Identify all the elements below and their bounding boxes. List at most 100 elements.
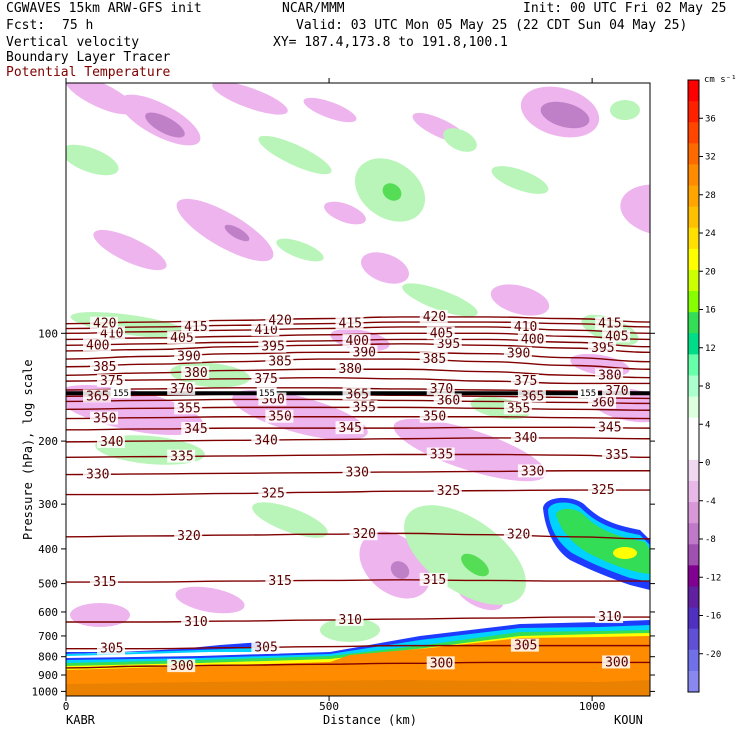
theta-label-305: 305 xyxy=(514,639,537,654)
colorbar-label: 8 xyxy=(705,382,710,392)
colorbar-swatch xyxy=(688,122,699,144)
x-tick-label: 1000 xyxy=(579,700,606,713)
theta-label-bg xyxy=(419,572,448,586)
theta-label-bg xyxy=(426,381,455,395)
colorbar-label: -8 xyxy=(705,535,716,545)
colorbar-swatch xyxy=(688,396,699,419)
theta-label-bg xyxy=(595,316,624,330)
theta-label-bg xyxy=(251,640,280,654)
theta-label-380: 380 xyxy=(184,366,207,381)
colorbar-swatch xyxy=(688,586,699,609)
theta-label-bg xyxy=(258,486,287,500)
model-title: CGWAVES 15km ARW-GFS init xyxy=(6,1,202,16)
theta-label-bg xyxy=(265,574,294,588)
colorbar-swatch xyxy=(688,502,699,524)
field-vertical-velocity: Vertical velocity xyxy=(6,35,140,50)
theta-label-410: 410 xyxy=(514,320,537,335)
theta-contour-350 xyxy=(66,416,650,420)
theta-label-bg xyxy=(251,371,280,385)
y-axis: 100 200 300 400 500 600 700 800 900 1000 xyxy=(32,327,655,698)
theta-label-bg xyxy=(90,359,118,373)
theta-label-340: 340 xyxy=(514,431,537,446)
theta-label-365: 365 xyxy=(86,389,109,404)
theta-label-335: 335 xyxy=(430,448,453,463)
y-tick-label: 800 xyxy=(38,651,58,664)
theta-label-bg xyxy=(349,345,378,359)
field-boundary-layer-tracer: Boundary Layer Tracer xyxy=(6,50,171,65)
theta-label-315: 315 xyxy=(423,573,446,588)
theta-label-380: 380 xyxy=(598,368,621,383)
colorbar-label: 12 xyxy=(705,344,716,354)
theta-label-bg xyxy=(588,395,617,409)
colorbar-swatch xyxy=(688,438,699,461)
theta-label-bg xyxy=(167,659,196,673)
theta-label-bg xyxy=(433,484,462,498)
theta-label-bg xyxy=(181,614,210,628)
theta-label-bg xyxy=(517,464,546,478)
theta-label-415: 415 xyxy=(598,317,621,332)
theta-label-bg xyxy=(503,346,532,360)
theta-label-400: 400 xyxy=(86,338,109,353)
theta-label-350: 350 xyxy=(423,410,446,425)
colorbar-swatch xyxy=(688,417,699,440)
theta-label-395: 395 xyxy=(437,337,460,352)
theta-label-bg xyxy=(167,381,196,395)
y-tick-label: 200 xyxy=(38,435,58,448)
colorbar-swatch xyxy=(688,80,699,102)
theta-label-bg xyxy=(595,420,624,434)
theta-label-bg xyxy=(419,309,448,323)
theta-label-385: 385 xyxy=(423,352,446,367)
theta-contour-305 xyxy=(66,644,650,650)
theta-label-325: 325 xyxy=(591,483,614,498)
theta-label-350: 350 xyxy=(93,412,116,427)
colorbar-swatch xyxy=(688,164,699,187)
theta-label-390: 390 xyxy=(507,347,530,362)
theta-label-bg xyxy=(342,465,371,479)
colorbar-swatch xyxy=(688,269,699,292)
theta-label-bg xyxy=(265,354,294,368)
theta-contour-300 xyxy=(66,661,650,669)
theta-label-bg xyxy=(167,330,196,344)
theta-label-bg xyxy=(588,483,617,497)
theta-label-bg xyxy=(265,313,294,327)
theta-label-385: 385 xyxy=(268,355,291,370)
theta-label-355: 355 xyxy=(177,401,200,416)
theta-label-bg xyxy=(517,389,546,403)
theta-label-370: 370 xyxy=(430,382,453,397)
theta-label-bg xyxy=(342,333,371,347)
endpoint-left: KABR xyxy=(66,713,96,727)
colorbar-swatch xyxy=(688,312,699,334)
valid-time: Valid: 03 UTC Mon 05 May 25 (22 CDT Sun … xyxy=(296,18,688,33)
theta-label-385: 385 xyxy=(93,360,116,375)
colorbar-label: -20 xyxy=(705,650,721,660)
theta-label-bg xyxy=(426,447,455,461)
theta-label-375: 375 xyxy=(514,374,537,389)
theta-label-375: 375 xyxy=(254,372,277,387)
theta-label-340: 340 xyxy=(100,435,123,450)
y-tick-label: 600 xyxy=(38,606,58,619)
tropopause-label-bg xyxy=(110,387,131,399)
theta-label-305: 305 xyxy=(100,642,123,657)
theta-label-390: 390 xyxy=(177,349,200,364)
y-axis-label: Pressure (hPa), log scale xyxy=(21,359,35,540)
theta-label-395: 395 xyxy=(591,341,614,356)
theta-label-355: 355 xyxy=(507,401,530,416)
theta-label-bg xyxy=(181,365,210,379)
theta-label-330: 330 xyxy=(346,466,369,481)
x-axis-label: Distance (km) xyxy=(323,713,417,727)
colorbar-swatch xyxy=(688,206,699,229)
theta-label-420: 420 xyxy=(423,310,446,325)
theta-label-345: 345 xyxy=(598,420,621,435)
colorbar-swatch xyxy=(688,649,699,672)
theta-label-bg xyxy=(588,341,617,355)
colorbar-label: 36 xyxy=(705,114,716,124)
theta-contour-335 xyxy=(66,453,650,459)
colorbar-swatch xyxy=(688,607,699,630)
tropopause-label: 155 xyxy=(580,389,596,399)
theta-label-310: 310 xyxy=(184,615,207,630)
theta-label-365: 365 xyxy=(521,389,544,404)
theta-label-bg xyxy=(419,352,448,366)
potential-temperature-labels: 300 300 300 305 305 305 310 310 310 315 315 315 320 3… xyxy=(83,309,631,674)
theta-label-330: 330 xyxy=(521,464,544,479)
colorbar-label: 32 xyxy=(705,153,716,163)
